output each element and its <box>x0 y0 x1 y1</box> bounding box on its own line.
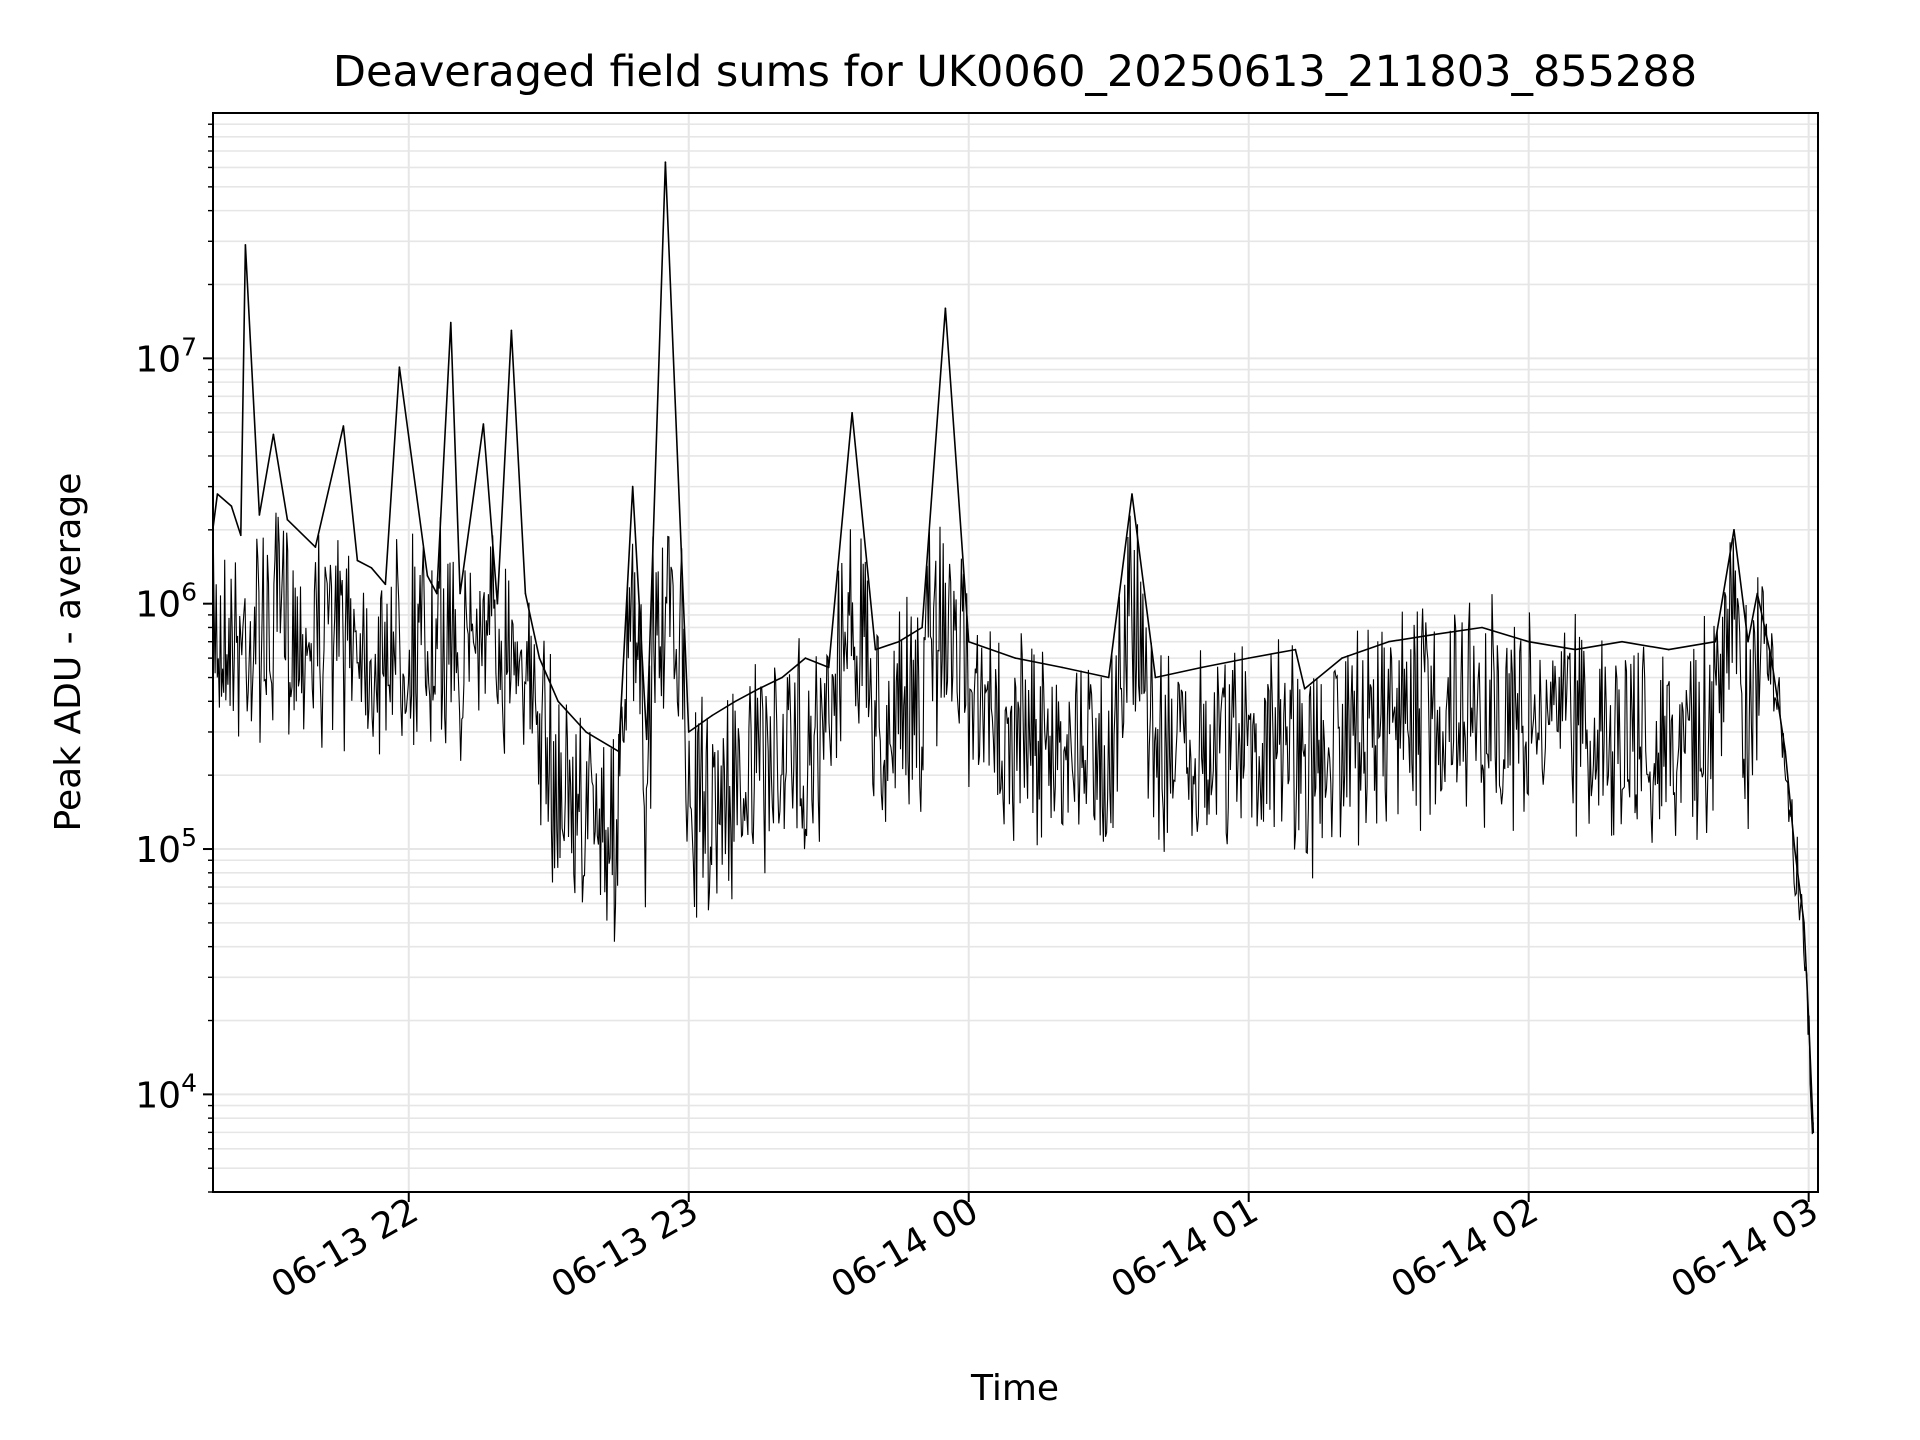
series-point <box>1201 666 1203 669</box>
series-point <box>459 592 461 595</box>
series-point <box>645 738 648 741</box>
y-axis: 104 105 106 107 <box>135 123 213 1193</box>
series-point <box>1756 592 1759 595</box>
series-point <box>1107 676 1110 679</box>
x-tick-label: 06-14 00 <box>825 1190 986 1306</box>
x-tick-label: 06-13 22 <box>265 1190 426 1306</box>
series-point <box>585 731 587 733</box>
series-point <box>258 514 261 516</box>
series-point <box>482 423 485 425</box>
series-point <box>1807 1019 1810 1022</box>
plot-frame <box>212 112 1819 1193</box>
y-tick-label: 104 <box>135 1068 197 1116</box>
series-point <box>1014 657 1017 659</box>
series-point <box>687 731 690 733</box>
series-point <box>1793 848 1796 850</box>
series-point <box>314 546 317 548</box>
series-point <box>1812 1131 1815 1134</box>
y-axis-label: Peak ADU - average <box>48 473 89 832</box>
series-point <box>1667 648 1670 651</box>
series-point <box>851 412 853 414</box>
series-point <box>781 676 783 679</box>
y-tick-label: 107 <box>135 332 197 380</box>
series-line <box>212 161 1815 1133</box>
series-point <box>496 602 499 605</box>
x-axis: 06-13 22 06-13 23 06-14 00 06-14 01 06-14 02… <box>265 1190 1826 1306</box>
series-point <box>664 161 667 163</box>
series-point <box>286 518 289 521</box>
series-point <box>436 592 438 595</box>
series-point <box>827 666 830 669</box>
series-point <box>1387 640 1390 643</box>
series-point <box>356 559 359 562</box>
series-point <box>1621 640 1623 643</box>
series-noise-trace <box>212 511 1814 1135</box>
series-point <box>426 574 429 577</box>
series-point <box>1341 657 1343 659</box>
series-point <box>757 688 760 690</box>
series-point <box>1574 648 1577 651</box>
chart-title: Deaveraged field sums for UK0060_2025061… <box>333 47 1697 97</box>
x-tick-label: 06-14 02 <box>1385 1190 1546 1306</box>
series-point <box>524 592 527 595</box>
series-point <box>711 714 713 717</box>
y-tick-label: 105 <box>135 823 197 871</box>
series-point <box>450 321 452 324</box>
series-point <box>1434 633 1437 636</box>
x-tick-label: 06-14 03 <box>1664 1190 1825 1306</box>
series-point <box>1247 657 1250 659</box>
x-tick-label: 06-14 01 <box>1105 1190 1266 1306</box>
series-point <box>342 425 345 427</box>
series-point <box>1770 657 1773 659</box>
series-point <box>1481 626 1483 629</box>
series-point <box>1303 688 1306 690</box>
series-point <box>1733 529 1735 531</box>
series-point <box>897 640 900 643</box>
y-tick-label: 106 <box>135 578 197 626</box>
series-point <box>944 307 947 310</box>
series-point <box>1784 750 1787 753</box>
series-point <box>230 505 233 507</box>
series-point <box>921 626 923 629</box>
series-point <box>1131 493 1133 495</box>
series-point <box>1527 640 1530 643</box>
series-point <box>1747 640 1749 643</box>
series-point <box>617 750 620 753</box>
series-point <box>804 657 807 659</box>
x-axis-label: Time <box>970 1368 1059 1409</box>
series-point <box>240 534 242 537</box>
series-points <box>212 161 1815 1134</box>
series-point <box>1803 922 1805 924</box>
series-point <box>510 329 513 332</box>
series-point <box>1294 648 1297 651</box>
series-point <box>631 485 634 488</box>
series-point <box>967 640 970 643</box>
series-point <box>1154 676 1157 679</box>
series-point <box>272 433 275 436</box>
series-point <box>538 657 541 659</box>
noise-trace-path <box>212 511 1814 1135</box>
series-point <box>398 366 401 369</box>
series-point <box>557 700 559 703</box>
series-point <box>1714 640 1717 643</box>
series-point <box>216 493 219 495</box>
series-point <box>244 244 247 246</box>
grid-lines <box>213 113 1818 1193</box>
x-tick-label: 06-13 23 <box>545 1190 706 1306</box>
series-point <box>384 583 387 586</box>
series-point <box>734 700 737 703</box>
series-point <box>1061 666 1063 669</box>
series-point <box>370 567 373 569</box>
series-point <box>874 648 877 651</box>
